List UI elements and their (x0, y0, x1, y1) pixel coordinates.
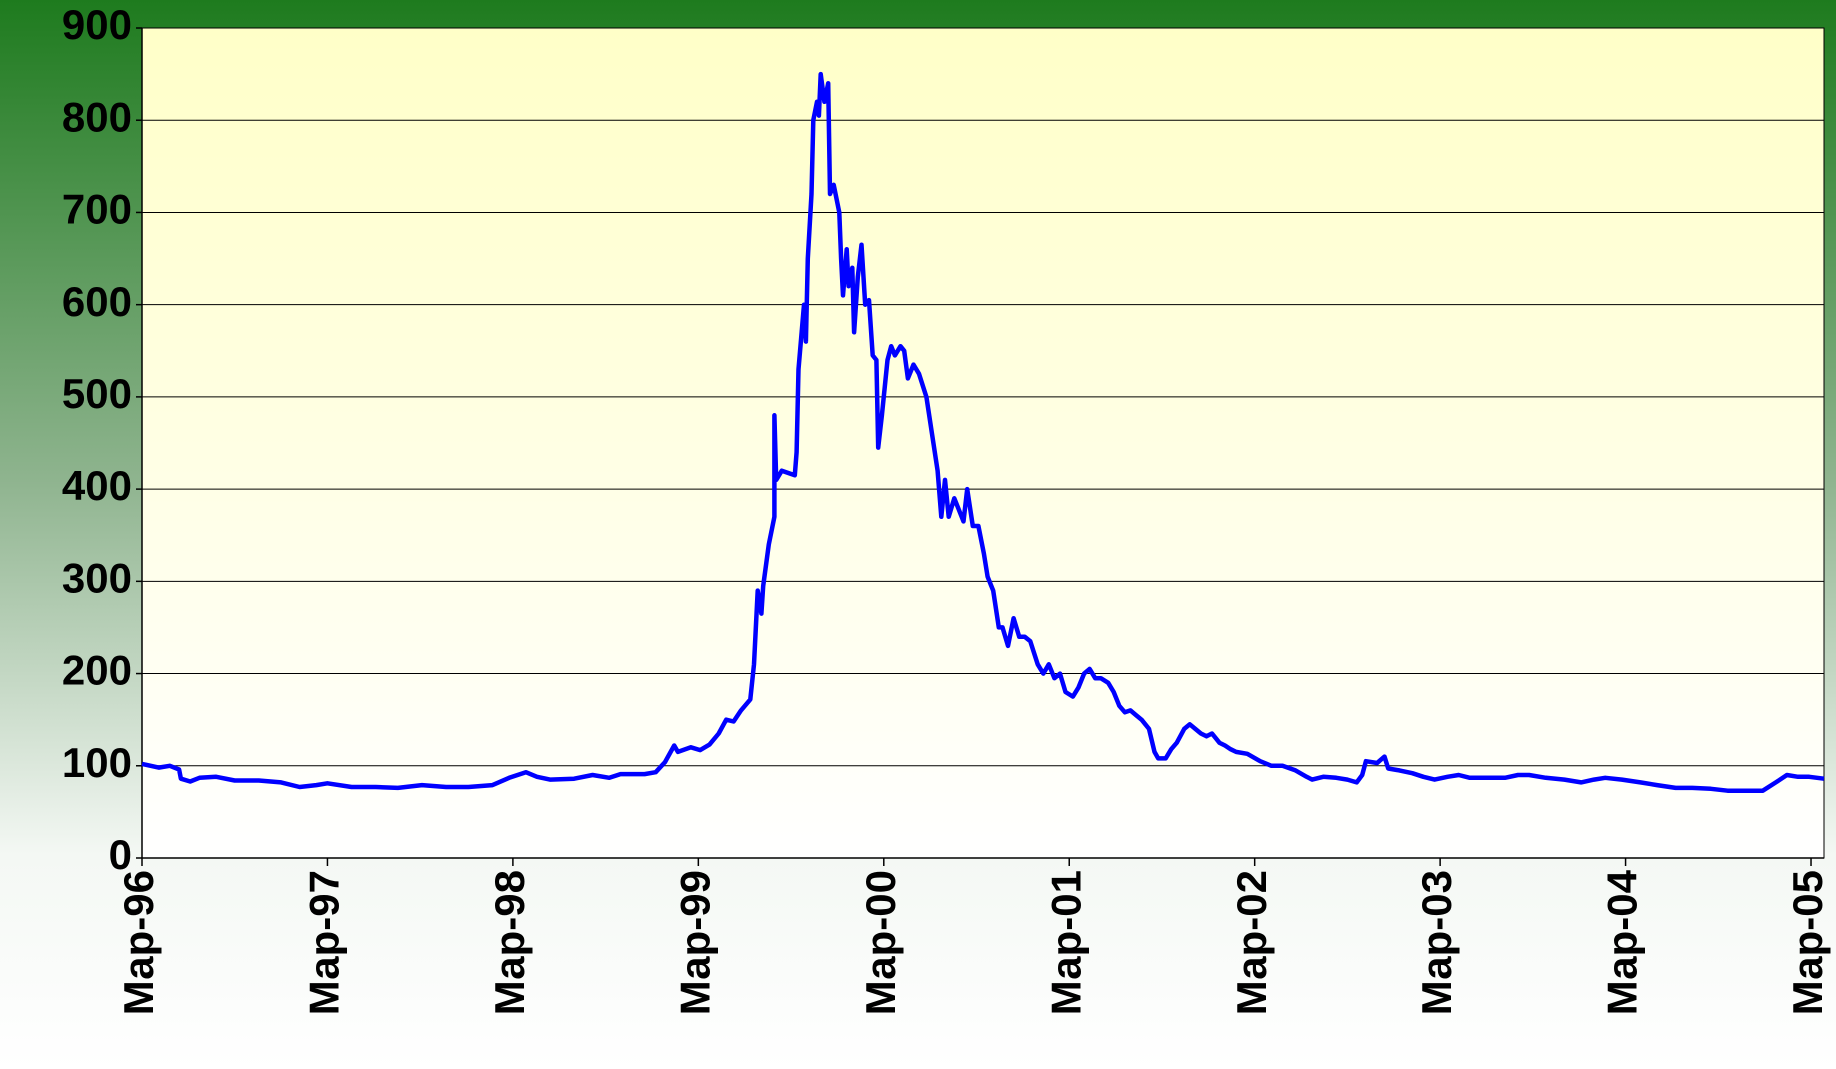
x-tick-label: Мар-98 (486, 870, 533, 1015)
data-line (141, 71, 1825, 793)
y-tick-label: 100 (62, 739, 132, 786)
y-tick-label: 200 (62, 647, 132, 694)
y-tick-label: 900 (62, 1, 132, 48)
x-tick-label: Мар-02 (1228, 870, 1275, 1015)
x-tick-label: Мар-97 (301, 870, 348, 1015)
x-tick-label: Мар-96 (115, 870, 162, 1015)
y-tick-label: 600 (62, 278, 132, 325)
x-tick-label: Мар-00 (857, 870, 904, 1015)
x-tick-label: Мар-99 (671, 870, 718, 1015)
x-tick-label: Мар-01 (1042, 870, 1089, 1015)
x-tick-label: Мар-03 (1413, 870, 1460, 1015)
x-tick-label: Мар-05 (1784, 870, 1831, 1015)
y-tick-label: 800 (62, 93, 132, 140)
plot-area (141, 27, 1825, 859)
y-tick-label: 300 (62, 554, 132, 601)
y-tick-label: 0 (109, 831, 132, 878)
y-tick-label: 400 (62, 462, 132, 509)
y-tick-label: 500 (62, 370, 132, 417)
y-tick-label: 700 (62, 186, 132, 233)
x-tick-label: Мар-04 (1599, 869, 1646, 1015)
